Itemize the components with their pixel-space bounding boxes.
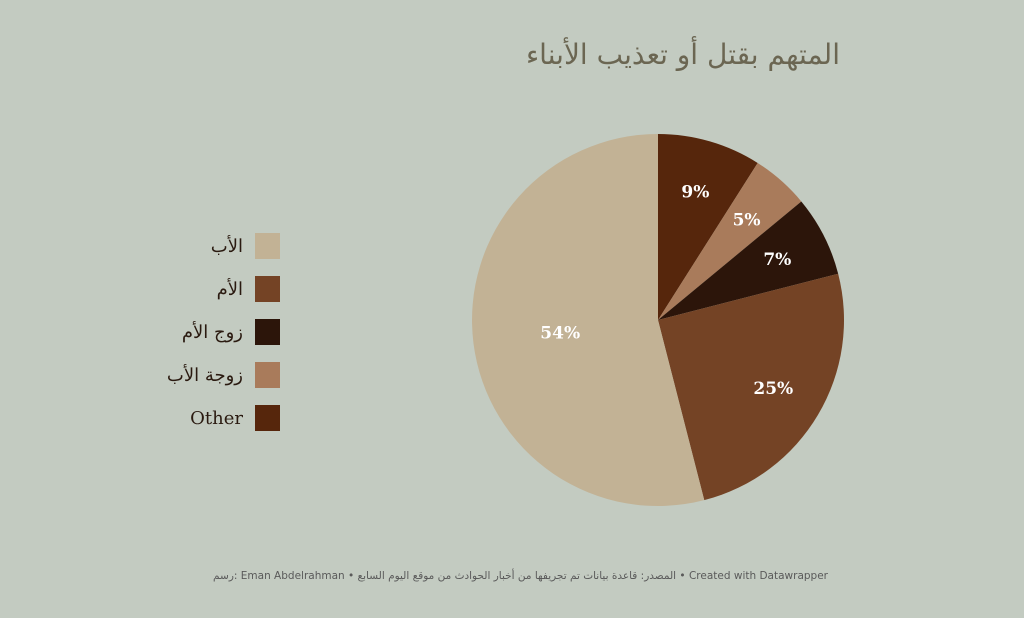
legend-swatch — [255, 405, 280, 431]
pie-slice — [658, 134, 758, 320]
legend-item: Other — [80, 404, 280, 432]
pie-slice-label: 7% — [763, 250, 791, 270]
pie-slice — [472, 134, 705, 506]
legend-label: Other — [190, 407, 243, 429]
legend-label: الأم — [216, 278, 243, 300]
pie-slice-label: 25% — [753, 379, 793, 399]
pie-slice — [658, 273, 845, 501]
legend-swatch — [255, 319, 280, 345]
legend-swatch — [255, 276, 280, 302]
legend-item: زوج الأم — [80, 318, 280, 346]
legend-swatch — [255, 233, 280, 259]
legend-label: الأب — [210, 235, 243, 257]
pie-slice-label: 9% — [681, 182, 709, 202]
legend-label: زوجة الأب — [166, 364, 243, 386]
pie-slice-label: 5% — [733, 211, 761, 231]
chart-title: المتهم بقتل أو تعذيب الأبناء — [526, 38, 840, 71]
pie-slice — [658, 201, 839, 320]
legend-label: زوج الأم — [181, 321, 243, 343]
footer-credits: رسم: Eman Abdelrahman • المصدر: قاعدة بي… — [213, 570, 828, 582]
legend-item: زوجة الأب — [80, 361, 280, 389]
legend: الأب الأم زوج الأم زوجة الأب Other — [80, 232, 280, 447]
pie-slice-label: 54% — [540, 323, 580, 343]
pie-slice — [658, 162, 802, 320]
legend-swatch — [255, 362, 280, 388]
legend-item: الأم — [80, 275, 280, 303]
legend-item: الأب — [80, 232, 280, 260]
